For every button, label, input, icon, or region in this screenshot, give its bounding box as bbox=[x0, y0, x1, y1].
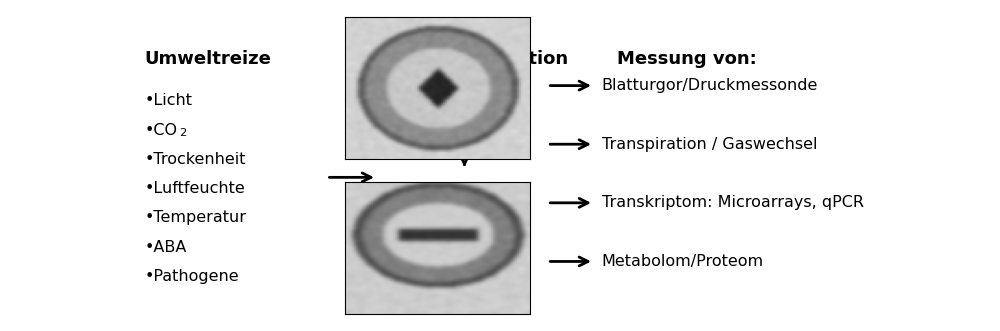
Text: Umweltreize: Umweltreize bbox=[144, 50, 271, 68]
Text: 2: 2 bbox=[179, 128, 186, 138]
Text: •Temperatur: •Temperatur bbox=[144, 211, 246, 225]
Text: Blatturgor/Druckmessonde: Blatturgor/Druckmessonde bbox=[602, 78, 818, 93]
Text: •Pathogene: •Pathogene bbox=[144, 269, 239, 284]
Text: •Luftfeuchte: •Luftfeuchte bbox=[144, 181, 245, 196]
Text: Messung von:: Messung von: bbox=[617, 50, 757, 68]
Text: •Trockenheit: •Trockenheit bbox=[144, 152, 246, 167]
Text: Metabolom/Proteom: Metabolom/Proteom bbox=[602, 254, 764, 269]
Text: Stomaregulation: Stomaregulation bbox=[400, 50, 569, 68]
Text: •Licht: •Licht bbox=[144, 93, 192, 108]
Text: Transkriptom: Microarrays, qPCR: Transkriptom: Microarrays, qPCR bbox=[602, 195, 864, 210]
Text: •ABA: •ABA bbox=[144, 240, 187, 255]
Text: •CO: •CO bbox=[144, 122, 177, 138]
Text: Transpiration / Gaswechsel: Transpiration / Gaswechsel bbox=[602, 137, 817, 152]
